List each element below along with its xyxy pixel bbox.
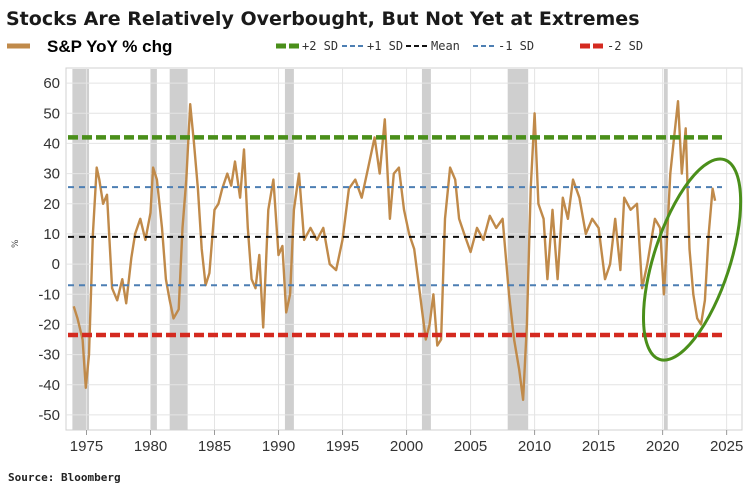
x-tick-label: 2010 — [518, 438, 551, 455]
x-tick-label: 1990 — [262, 438, 295, 455]
legend-label-mean: Mean — [431, 39, 460, 53]
y-tick-label: -40 — [38, 377, 60, 394]
legend-label-p1: +1 SD — [367, 39, 403, 53]
recession-band-4 — [421, 69, 431, 430]
y-tick-label: 60 — [43, 75, 60, 92]
x-tick-label: 1995 — [326, 438, 359, 455]
legend-label-p2: +2 SD — [302, 39, 338, 53]
y-tick-label: -20 — [38, 316, 60, 333]
x-axis: 1975 1980 1985 1990 1995 2000 2005 2010 2015 2020… — [70, 430, 743, 455]
y-tick-label: 30 — [43, 166, 60, 183]
legend-label-series: S&P YoY % chg — [47, 37, 172, 56]
series-line-0 — [72, 100, 717, 401]
recession-band-1 — [150, 69, 157, 430]
y-tick-label: 40 — [43, 135, 60, 152]
y-tick-label: -10 — [38, 286, 60, 303]
plot-area — [65, 67, 743, 431]
chart-title: Stocks Are Relatively Overbought, But No… — [6, 8, 640, 30]
legend-label-m1: -1 SD — [498, 39, 534, 53]
y-tick-label: -50 — [38, 407, 60, 424]
recession-band-0 — [72, 69, 90, 430]
reference-lines — [68, 135, 722, 338]
legend: S&P YoY % chg +2 SD +1 SD Mean -1 SD -2 … — [7, 37, 643, 56]
y-tick-label: 50 — [43, 105, 60, 122]
x-tick-label: 1980 — [134, 438, 167, 455]
x-tick-label: 2015 — [582, 438, 615, 455]
x-tick-label: 2020 — [646, 438, 679, 455]
y-tick-label: 10 — [43, 226, 60, 243]
recession-band-3 — [284, 69, 294, 430]
x-tick-label: 1975 — [70, 438, 103, 455]
highlight-ellipse-0 — [641, 157, 743, 362]
y-tick-label: -30 — [38, 347, 60, 364]
recession-band-5 — [507, 69, 529, 430]
x-tick-label: 2025 — [710, 438, 743, 455]
legend-label-m2: -2 SD — [607, 39, 643, 53]
source-note: Source: Bloomberg — [8, 471, 121, 484]
annotations — [641, 157, 743, 362]
y-axis: 60 50 40 30 20 10 0 -10 -20 -30 -40 -50 — [38, 75, 60, 424]
x-tick-label: 1985 — [198, 438, 231, 455]
series-lines — [72, 100, 717, 401]
y-tick-label: 20 — [43, 196, 60, 213]
y-tick-label: 0 — [52, 256, 60, 273]
recession-bands — [72, 69, 668, 430]
x-tick-label: 2000 — [390, 438, 423, 455]
recession-band-2 — [169, 69, 188, 430]
x-tick-label: 2005 — [454, 438, 487, 455]
y-axis-label: % — [11, 239, 21, 248]
